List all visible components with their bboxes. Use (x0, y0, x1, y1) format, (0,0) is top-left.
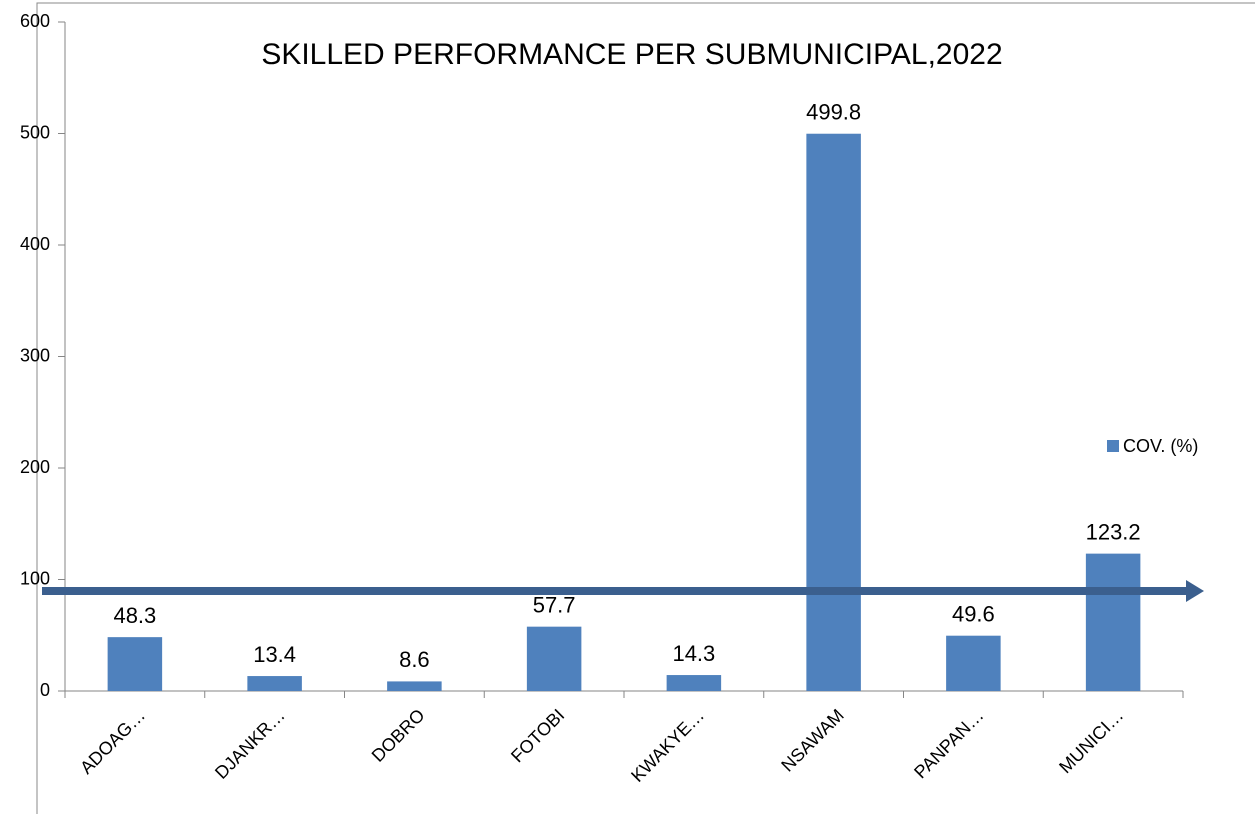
bar (107, 637, 163, 691)
data-label: 499.8 (806, 100, 861, 125)
x-tick-label: KWAKYE… (627, 705, 708, 786)
chart-title: SKILLED PERFORMANCE PER SUBMUNICIPAL,202… (261, 38, 1002, 71)
bar (806, 133, 861, 691)
data-label: 8.6 (399, 647, 430, 672)
data-label: 57.7 (533, 592, 576, 617)
y-tick-label: 100 (20, 568, 50, 588)
bar (526, 626, 582, 691)
arrow-head (1186, 580, 1204, 602)
data-label: 14.3 (672, 641, 715, 666)
y-tick-label: 0 (40, 680, 50, 700)
x-tick-label: PANPAN… (910, 705, 987, 782)
x-tick-label: DJANKR… (211, 705, 289, 783)
y-tick-label: 200 (20, 457, 50, 477)
y-tick-label: 600 (20, 11, 50, 31)
bar (1085, 553, 1141, 691)
bar (247, 676, 302, 691)
data-label: 48.3 (113, 603, 156, 628)
bar (946, 635, 1001, 691)
y-tick-label: 300 (20, 345, 50, 365)
x-tick-label: ADOAG… (76, 705, 149, 778)
legend-label: COV. (%) (1123, 436, 1198, 456)
bar (387, 681, 442, 691)
x-tick-label: MUNICI… (1055, 705, 1127, 777)
data-label: 49.6 (952, 602, 995, 627)
chart-frame (36, 2, 1255, 814)
bar (666, 675, 722, 691)
x-tick-label: FOTOBI (507, 705, 568, 766)
data-label: 123.2 (1086, 519, 1141, 544)
legend-swatch (1107, 440, 1119, 452)
data-label: 13.4 (253, 642, 296, 667)
y-tick-label: 500 (20, 122, 50, 142)
x-tick-label: NSAWAM (777, 705, 847, 775)
y-tick-label: 400 (20, 234, 50, 254)
x-tick-label: DOBRO (368, 705, 429, 766)
